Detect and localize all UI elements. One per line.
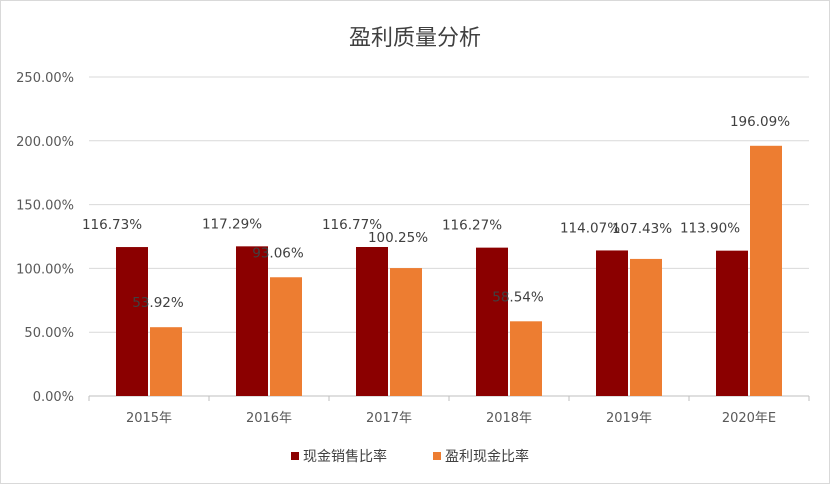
legend: 现金销售比率 盈利现金比率	[291, 448, 529, 465]
data-label: 100.25%	[368, 230, 428, 246]
y-tick-label: 150.00%	[16, 199, 74, 214]
data-labels: 116.73% 53.92% 117.29% 93.06% 116.77%100.25%…	[82, 114, 790, 311]
x-tick-label: 2018年	[486, 411, 532, 426]
y-tick-label: 250.00%	[16, 71, 74, 86]
y-tick-label: 0.00%	[33, 390, 74, 405]
x-tick-label: 2016年	[246, 411, 292, 426]
bar-cash-sales-ratio	[356, 247, 388, 396]
data-label: 117.29%	[202, 216, 262, 232]
legend-label: 现金销售比率	[303, 448, 387, 465]
data-label: 116.27%	[442, 218, 502, 234]
bar-earnings-cash-ratio	[510, 321, 542, 396]
bars	[116, 145, 782, 396]
bar-earnings-cash-ratio	[630, 258, 662, 396]
legend-swatch	[291, 452, 299, 460]
bar-cash-sales-ratio	[596, 250, 628, 396]
data-label: 116.77%	[322, 217, 382, 233]
bar-earnings-cash-ratio	[390, 268, 422, 396]
x-tick-label: 2015年	[126, 411, 172, 426]
x-tick-label: 2020年E	[722, 411, 776, 426]
bar-earnings-cash-ratio	[150, 327, 182, 396]
x-tick-label: 2019年	[606, 411, 652, 426]
chart-title: 盈利质量分析	[349, 26, 481, 51]
legend-swatch	[433, 452, 441, 460]
x-tick-label: 2017年	[366, 411, 412, 426]
data-label: 53.92%	[132, 295, 184, 311]
data-label: 93.06%	[252, 245, 304, 261]
data-label: 116.73%	[82, 217, 142, 233]
x-axis-tick-labels: 2015年 2016年 2017年 2018年 2019年 2020年E	[88, 396, 810, 426]
bar-cash-sales-ratio	[116, 247, 148, 396]
legend-label: 盈利现金比率	[445, 448, 529, 465]
bar-cash-sales-ratio	[236, 246, 268, 396]
bar-earnings-cash-ratio	[750, 145, 782, 396]
data-label: 196.09%	[730, 114, 790, 130]
y-axis-tick-labels: 0.00% 50.00% 100.00% 150.00% 200.00% 250.00%	[16, 71, 74, 405]
data-label: 107.43%	[612, 221, 672, 237]
data-label: 113.90%	[680, 221, 740, 237]
bar-earnings-cash-ratio	[270, 277, 302, 396]
data-label: 58.54%	[492, 289, 544, 305]
bar-cash-sales-ratio	[476, 247, 508, 396]
data-label: 114.07%	[560, 220, 620, 236]
y-tick-label: 100.00%	[16, 262, 74, 277]
y-tick-label: 200.00%	[16, 135, 74, 150]
bar-cash-sales-ratio	[716, 250, 748, 396]
y-tick-label: 50.00%	[24, 326, 74, 341]
